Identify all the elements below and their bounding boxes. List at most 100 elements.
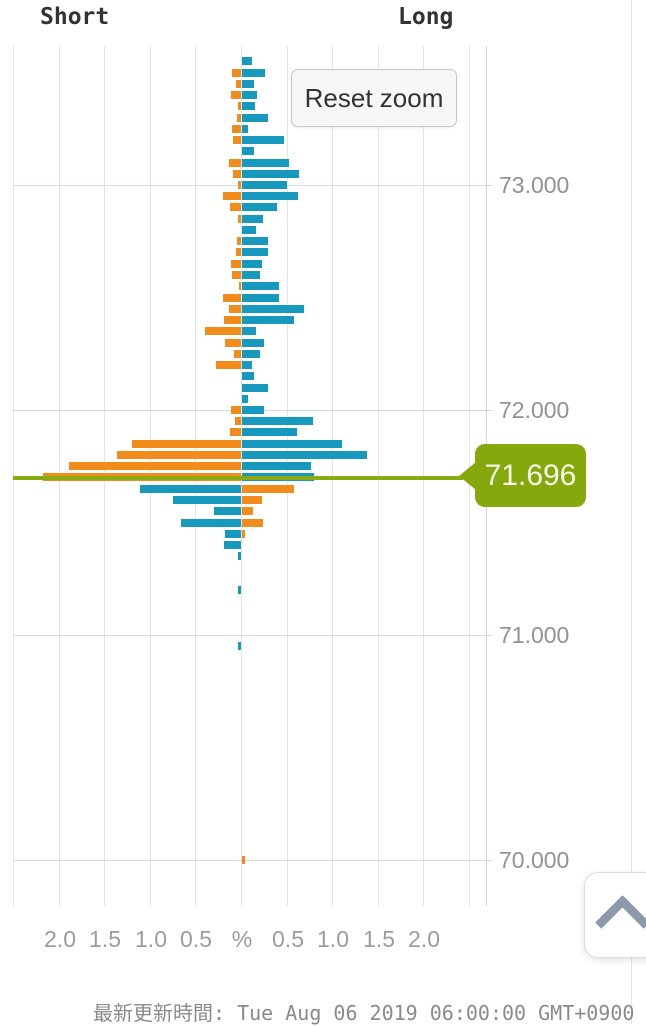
long-bar [242, 350, 260, 358]
long-bar [242, 282, 279, 290]
short-bar [229, 305, 241, 313]
short-bar [140, 485, 241, 493]
long-bar [242, 147, 254, 155]
long-bar [242, 496, 262, 504]
short-bar [214, 507, 241, 515]
long-bar [242, 294, 279, 302]
short-bar [232, 69, 241, 77]
long-bar [242, 316, 294, 324]
short-bar [236, 80, 241, 88]
long-bar [242, 462, 311, 470]
x-axis-label: 0.5 [180, 926, 212, 952]
short-bar [238, 552, 241, 560]
long-bar [242, 203, 277, 211]
long-bar [242, 136, 284, 144]
current-price-value: 71.696 [484, 458, 577, 492]
short-bar [231, 91, 241, 99]
long-bar [242, 395, 248, 403]
long-bar [242, 102, 255, 110]
long-bar [242, 305, 304, 313]
long-bar [242, 417, 313, 425]
short-bar [238, 181, 241, 189]
page-divider-line [631, 0, 632, 1024]
long-bar [242, 181, 287, 189]
long-bar [242, 451, 367, 459]
short-bar [232, 271, 241, 279]
short-bar [230, 428, 241, 436]
long-bar [242, 384, 268, 392]
chevron-up-icon [594, 894, 646, 951]
short-bar [232, 125, 241, 133]
x-axis-label: 2.0 [44, 926, 76, 952]
short-bar [238, 586, 241, 594]
short-bar [237, 114, 241, 122]
scroll-to-top-button[interactable] [584, 872, 646, 958]
long-bar [242, 856, 245, 864]
x-axis-label: 1.5 [363, 926, 395, 952]
short-bar [229, 159, 241, 167]
long-bar [242, 91, 257, 99]
long-bar [242, 159, 289, 167]
x-axis-label: 1.0 [317, 926, 349, 952]
short-bar [239, 282, 241, 290]
x-axis-label: 2.0 [408, 926, 440, 952]
long-bar [242, 507, 253, 515]
short-bar [230, 203, 241, 211]
short-bar [69, 462, 241, 470]
short-bar [237, 237, 241, 245]
x-axis-label: 0.5 [272, 926, 304, 952]
long-bar [242, 114, 268, 122]
horizontal-gridline [13, 635, 493, 636]
short-column-header: Short [40, 4, 110, 30]
reset-zoom-button[interactable]: Reset zoom [291, 69, 457, 127]
short-bar [117, 451, 241, 459]
long-bar [242, 530, 245, 538]
current-price-flag-arrow [459, 462, 476, 490]
short-bar [231, 260, 241, 268]
long-bar [242, 125, 248, 133]
short-bar [225, 339, 241, 347]
short-bar [235, 417, 241, 425]
short-bar [225, 530, 241, 538]
long-bar [242, 406, 264, 414]
long-bar [242, 69, 265, 77]
long-bar [242, 428, 297, 436]
long-bar [242, 192, 298, 200]
long-bar [242, 361, 252, 369]
long-bar [242, 226, 256, 234]
horizontal-gridline [13, 860, 493, 861]
long-bar [242, 170, 299, 178]
long-bar [242, 215, 263, 223]
short-bar [223, 294, 241, 302]
short-bar [132, 440, 241, 448]
long-bar [242, 485, 294, 493]
long-bar [242, 260, 262, 268]
short-bar [224, 541, 241, 549]
short-bar [224, 316, 241, 324]
long-bar [242, 57, 252, 65]
long-column-header: Long [398, 4, 454, 30]
long-bar [242, 80, 254, 88]
short-bar [238, 102, 241, 110]
x-axis-label: 1.5 [89, 926, 121, 952]
long-bar [242, 519, 263, 527]
current-price-flag: 71.696 [475, 444, 586, 507]
y-axis-label: 72.000 [499, 397, 570, 423]
long-bar [242, 339, 264, 347]
short-bar [223, 192, 241, 200]
short-bar [231, 406, 241, 414]
long-bar [242, 327, 256, 335]
y-axis-label: 71.000 [499, 622, 570, 648]
y-axis-label: 73.000 [499, 172, 570, 198]
long-bar [242, 237, 268, 245]
x-axis-label: 1.0 [135, 926, 167, 952]
short-bar [233, 136, 241, 144]
short-bar [234, 350, 241, 358]
long-bar [242, 271, 260, 279]
current-price-line [13, 476, 463, 480]
short-bar [181, 519, 241, 527]
long-bar [242, 248, 268, 256]
y-axis-label: 70.000 [499, 847, 570, 873]
x-axis-label: % [231, 926, 253, 952]
short-bar [233, 170, 241, 178]
